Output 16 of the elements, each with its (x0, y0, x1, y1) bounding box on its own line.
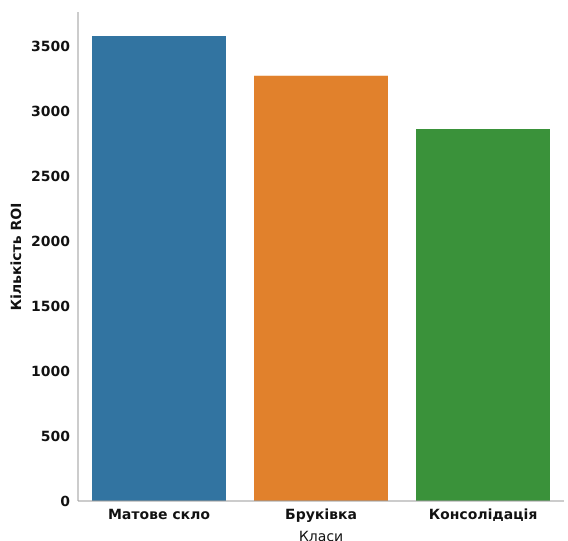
x-tick-label: Бруківка (285, 506, 357, 523)
y-tick-label: 1000 (31, 364, 70, 380)
y-tick-label: 2500 (31, 168, 70, 185)
y-tick-label: 1500 (31, 298, 70, 315)
bar (92, 36, 226, 501)
y-tick-label: 0 (60, 494, 70, 510)
y-tick-label: 500 (40, 428, 70, 445)
y-tick-label: 3500 (31, 38, 70, 55)
y-tick-label: 2000 (31, 234, 70, 250)
x-tick-label: Консолідація (428, 506, 538, 523)
x-axis-title: Класи (298, 529, 344, 541)
bar (416, 129, 550, 501)
bar (254, 76, 388, 501)
x-tick-label: Матове скло (108, 506, 210, 523)
y-axis-title: Кількість ROI (8, 202, 25, 310)
y-tick-label: 3000 (31, 104, 70, 120)
